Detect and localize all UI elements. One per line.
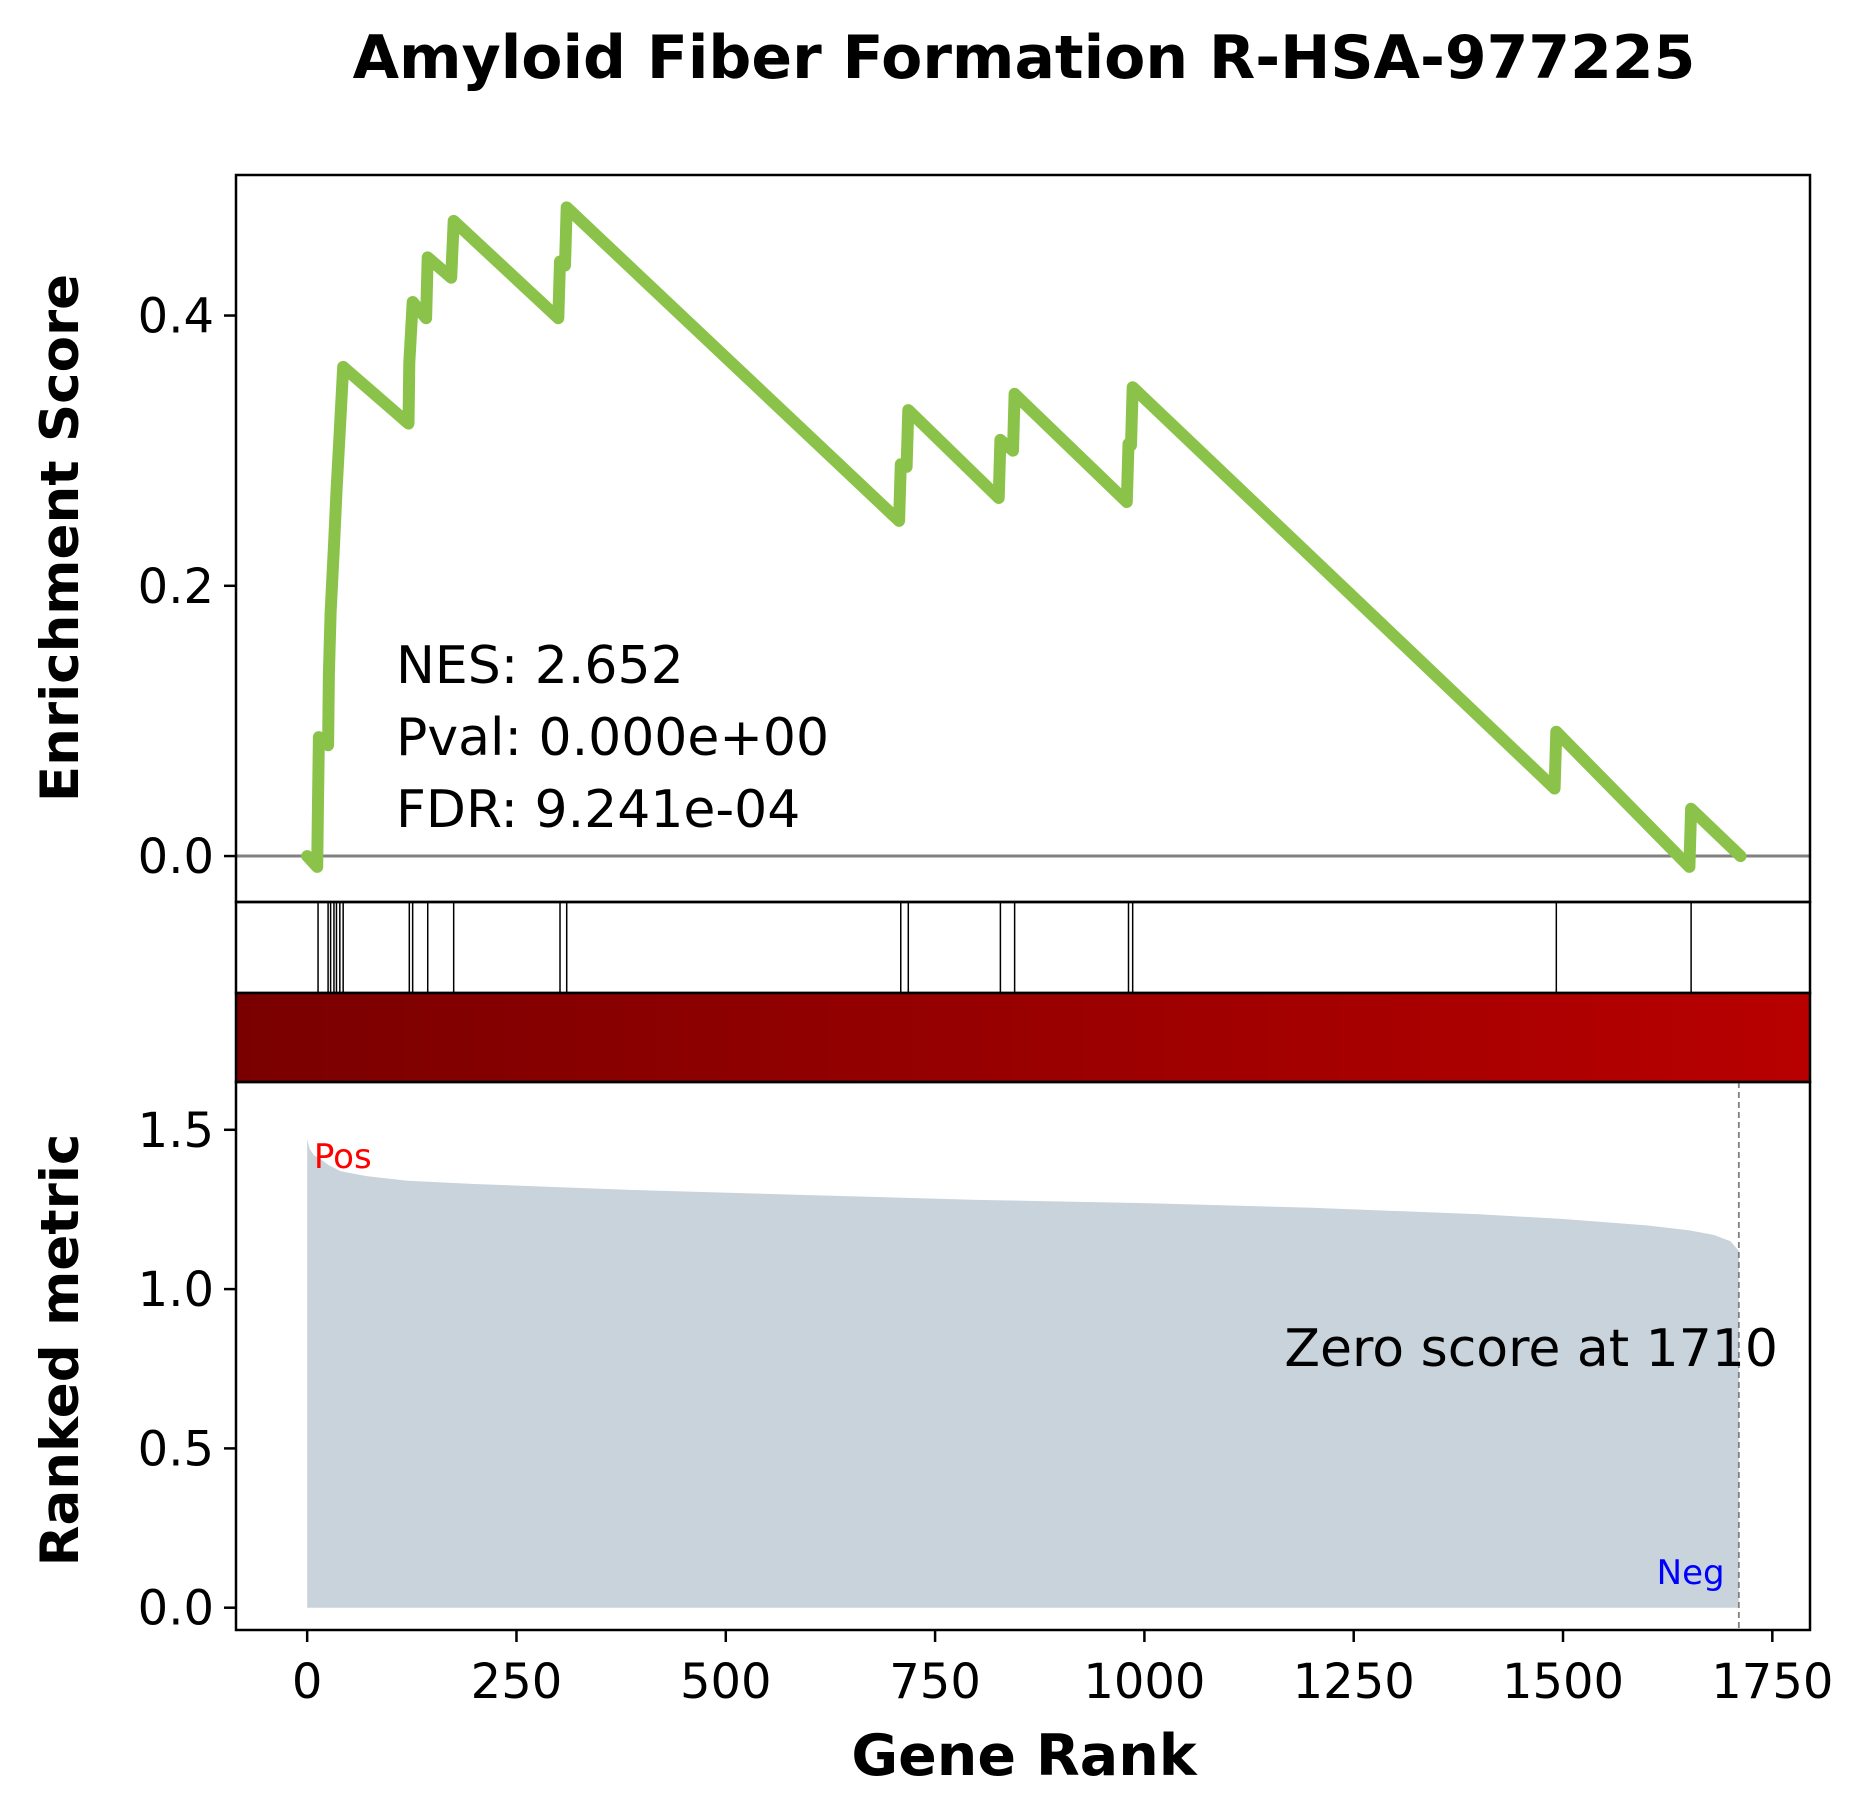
neg-label: Neg (1657, 1553, 1725, 1593)
enrichment-score-panel: NES: 2.652 Pval: 0.000e+00 FDR: 9.241e-04 0… (138, 173, 1812, 904)
es-y-tick-label: 0.0 (138, 829, 214, 885)
x-tick-label: 1000 (1083, 1654, 1205, 1710)
es-y-tick-label: 0.4 (138, 289, 214, 345)
stat-annotation: Pval: 0.000e+00 (396, 708, 829, 768)
stat-annotation: NES: 2.652 (396, 636, 684, 696)
x-tick-label: 1250 (1293, 1654, 1415, 1710)
ranked-y-tick-label: 0.0 (138, 1581, 214, 1637)
hits-frame (234, 900, 1812, 995)
gene-hit-ticks-panel (234, 900, 1812, 995)
ranked-metric-area (307, 1139, 1739, 1608)
ranked-metric-panel: Zero score at 1710 Pos Neg 0.0 0.5 1.0 1.5 0 250… (138, 1080, 1833, 1710)
x-tick-label: 1500 (1502, 1654, 1624, 1710)
es-y-axis-label: Enrichment Score (30, 274, 91, 802)
rank-heatmap-strip (234, 991, 1812, 1084)
x-tick-label: 750 (889, 1654, 981, 1710)
ranked-y-tick-label: 1.0 (138, 1262, 214, 1318)
ranked-y-tick-label: 0.5 (138, 1421, 214, 1477)
ranked-plot-frame (234, 1080, 1812, 1632)
ranked-y-axis-label: Ranked metric (30, 1134, 91, 1567)
x-tick-label: 500 (680, 1654, 772, 1710)
chart-title: Amyloid Fiber Formation R-HSA-977225 (353, 23, 1696, 93)
stat-annotation: FDR: 9.241e-04 (396, 780, 800, 840)
ranked-y-tick-label: 1.5 (138, 1103, 214, 1159)
x-tick-label: 250 (471, 1654, 563, 1710)
es-y-tick-label: 0.2 (138, 559, 214, 615)
zero-score-label: Zero score at 1710 (1284, 1319, 1778, 1379)
running-enrichment-score-line (301, 201, 1747, 873)
rank-heatmap-panel (234, 991, 1812, 1084)
x-tick-label: 0 (292, 1654, 323, 1710)
x-tick-label: 1750 (1711, 1654, 1833, 1710)
pos-label: Pos (314, 1137, 372, 1177)
x-axis-label: Gene Rank (851, 1723, 1197, 1789)
